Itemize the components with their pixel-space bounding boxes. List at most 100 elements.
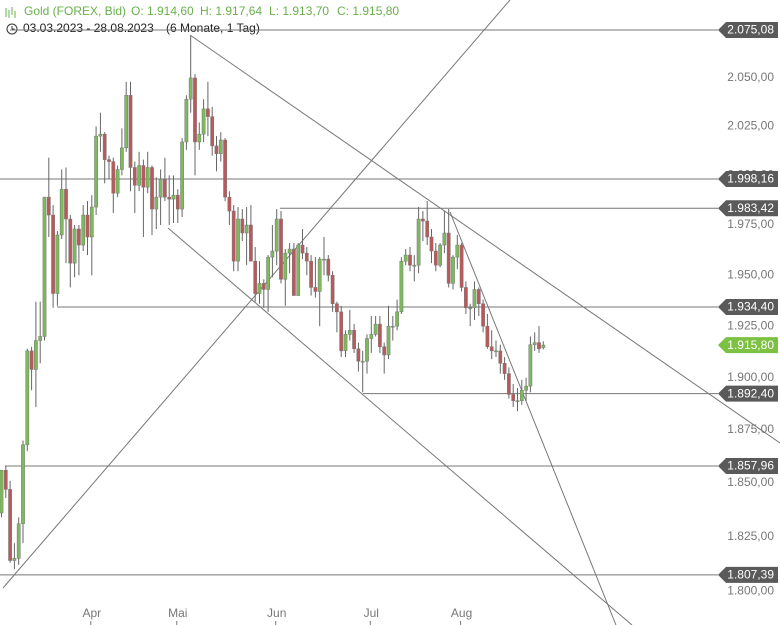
level-box — [718, 566, 778, 583]
x-tick-label: Jul — [364, 606, 379, 620]
candle-body — [193, 77, 197, 143]
candle-body — [124, 95, 129, 149]
candle-body — [476, 289, 481, 304]
candle-body — [313, 287, 318, 292]
candle-body — [532, 342, 537, 345]
candle-body — [188, 77, 193, 100]
candle-body — [29, 350, 34, 370]
level-box — [718, 21, 778, 38]
x-tick-label: Apr — [82, 606, 101, 620]
candle-body — [489, 346, 494, 352]
candle-body — [442, 232, 447, 246]
candle-body — [339, 311, 344, 352]
candle-body — [416, 218, 421, 266]
candle-body — [89, 206, 94, 238]
candle-body — [382, 346, 387, 356]
ohlc-label: C: 1.915,80 — [337, 4, 399, 18]
candle-body — [528, 344, 533, 387]
candle-body — [72, 228, 77, 264]
candle-body — [365, 338, 369, 362]
candle-body — [412, 264, 417, 267]
candle-body — [223, 139, 227, 198]
candle-body — [34, 340, 38, 370]
candle-body — [150, 167, 154, 210]
candle-body — [421, 218, 425, 222]
candle-body — [158, 179, 163, 198]
candle-body — [102, 133, 107, 160]
candle-body — [249, 224, 253, 262]
candle-body — [369, 334, 374, 339]
period: (6 Monate, 1 Tag) — [166, 21, 260, 35]
candle-body — [292, 248, 296, 296]
candle-body — [201, 108, 206, 135]
y-tick-label: 1.800,00 — [727, 583, 774, 597]
candle-body — [537, 342, 541, 350]
candle-body — [25, 350, 30, 446]
candle-body — [519, 389, 524, 401]
candle-body — [433, 250, 438, 266]
candle-body — [356, 348, 361, 362]
candle-body — [171, 194, 176, 200]
candle-body — [326, 258, 331, 276]
candle-body — [266, 256, 270, 290]
y-tick-label: 1.950,00 — [727, 267, 774, 281]
candle-body — [468, 307, 473, 310]
candle-body — [21, 444, 25, 524]
date-range: 03.03.2023 - 28.08.2023 — [23, 21, 154, 35]
y-tick-label: 1.875,00 — [727, 422, 774, 436]
candle-body — [304, 252, 309, 262]
candle-body — [446, 232, 451, 284]
candle-body — [59, 188, 64, 236]
candle-body — [167, 196, 172, 200]
candle-body — [386, 325, 391, 356]
level-box — [718, 385, 778, 402]
candle-body — [12, 558, 17, 561]
candle-body — [455, 244, 460, 258]
candle-body — [111, 161, 116, 194]
y-tick-label: 2.050,00 — [727, 70, 774, 84]
trend-line — [189, 34, 780, 444]
candle-body — [231, 210, 236, 262]
y-tick-label: 1.825,00 — [727, 529, 774, 543]
candle-body — [115, 169, 120, 194]
y-tick-label: 1.850,00 — [727, 475, 774, 489]
candle-body — [81, 214, 86, 246]
ohlc-label: H: 1.917,64 — [200, 4, 262, 18]
clock-icon — [6, 23, 18, 35]
candle-body — [481, 303, 485, 327]
candle-body — [128, 95, 133, 168]
candle-body — [352, 330, 356, 350]
candle-body — [210, 116, 215, 147]
y-tick-label: 1.900,00 — [727, 370, 774, 384]
candle-body — [261, 283, 266, 290]
candle-body — [502, 363, 507, 374]
candle-body — [120, 147, 124, 170]
candle-body — [38, 336, 43, 341]
last-price-box — [718, 337, 778, 354]
candle-body — [429, 236, 434, 252]
candle-body — [257, 283, 262, 294]
level-box — [718, 298, 778, 315]
candle-body — [64, 188, 68, 220]
candle-body — [287, 248, 292, 254]
candle-body — [145, 167, 150, 188]
header: Gold (FOREX, Bid) O: 1.914,60 H: 1.917,6… — [5, 4, 399, 35]
candle-body — [494, 350, 498, 353]
candle-body — [180, 141, 184, 210]
candle-body — [175, 194, 180, 210]
level-box-label: 2.075,08 — [727, 23, 774, 37]
candle-body — [141, 165, 146, 188]
candle-body — [425, 220, 430, 238]
candle-body — [373, 323, 378, 335]
candle-body — [335, 303, 339, 313]
candle-body — [132, 167, 137, 186]
candle-body — [236, 218, 240, 262]
y-tick-label: 1.975,00 — [727, 217, 774, 231]
candle-body — [451, 256, 455, 284]
candle-body — [296, 244, 301, 296]
ohlc-label: O: 1.914,60 — [131, 4, 194, 18]
y-tick-label: 1.925,00 — [727, 318, 774, 332]
candle-body — [360, 360, 365, 363]
candle-body — [77, 228, 81, 246]
candle-body — [55, 234, 60, 294]
